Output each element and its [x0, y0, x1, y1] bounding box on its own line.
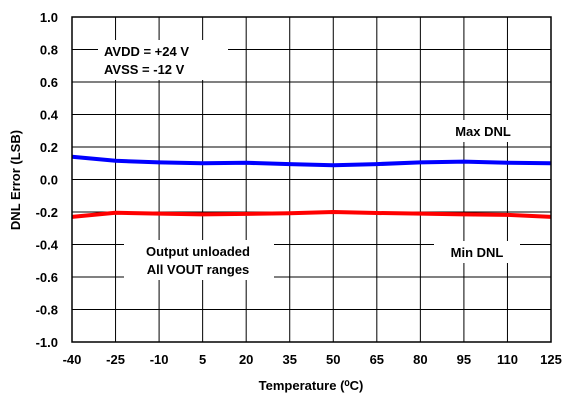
- x-tick-label: 50: [326, 352, 340, 367]
- y-axis-title: DNL Error (LSB): [8, 130, 23, 230]
- y-tick-label: -1.0: [36, 335, 58, 350]
- x-axis-title: Temperature (⁰C): [259, 378, 364, 393]
- max-dnl-label-box: [440, 120, 526, 142]
- series-line-min-dnl: [71, 210, 552, 219]
- min-dnl-label-box: [434, 241, 520, 263]
- condition-annotation-line1: Output unloaded: [146, 244, 250, 259]
- x-tick-label: 110: [497, 352, 518, 367]
- series-line-max-dnl: [71, 154, 552, 168]
- supply-annotation-box: [98, 40, 228, 80]
- y-tick-label: 0.4: [40, 108, 59, 123]
- supply-annotation-line1: AVDD = +24 V: [104, 44, 189, 59]
- y-tick-label: -0.8: [36, 303, 58, 318]
- x-tick-label: -40: [63, 352, 82, 367]
- supply-annotation-line2: AVSS = -12 V: [104, 62, 185, 77]
- series-layer: [71, 154, 552, 219]
- x-tick-label: 20: [239, 352, 253, 367]
- series-label-min-dnl: Min DNL: [451, 245, 504, 260]
- y-tick-label: -0.4: [36, 238, 59, 253]
- series-label-max-dnl: Max DNL: [455, 124, 511, 139]
- x-tick-label: 35: [282, 352, 296, 367]
- condition-annotation-line2: All VOUT ranges: [147, 262, 250, 277]
- y-tick-label: -0.6: [36, 270, 58, 285]
- x-tick-labels: -40 -25 -10 5 20 35 50 65 80 95 110 125: [63, 352, 562, 367]
- x-tick-label: -25: [106, 352, 125, 367]
- y-tick-label: -0.2: [36, 205, 58, 220]
- x-tick-label: -10: [150, 352, 169, 367]
- condition-annotation-box: [124, 240, 274, 280]
- x-tick-label: 95: [457, 352, 471, 367]
- y-tick-labels: 1.0 0.8 0.6 0.4 0.2 0.0 -0.2 -0.4 -0.6 -0.8 -1.0: [36, 10, 59, 350]
- x-tick-label: 65: [370, 352, 384, 367]
- y-tick-label: 0.0: [40, 173, 58, 188]
- x-tick-label: 80: [413, 352, 427, 367]
- plot-frame: [71, 16, 552, 343]
- x-tick-label: 125: [540, 352, 562, 367]
- y-tick-label: 0.2: [40, 140, 58, 155]
- y-tick-label: 0.6: [40, 75, 58, 90]
- x-tick-label: 5: [199, 352, 206, 367]
- y-tick-label: 1.0: [40, 10, 58, 25]
- y-tick-label: 0.8: [40, 43, 58, 58]
